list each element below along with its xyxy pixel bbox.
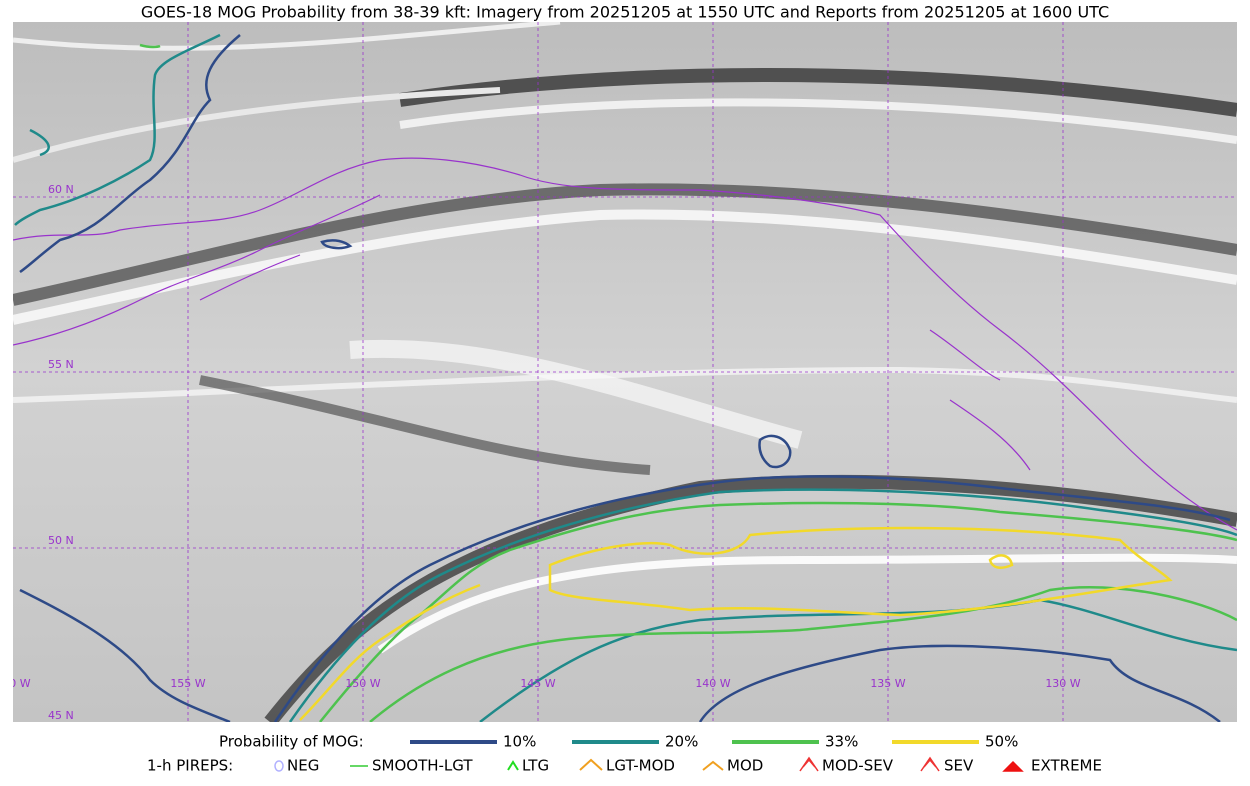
legend-label: SEV	[944, 757, 974, 775]
contour-0	[19, 588, 231, 722]
lat-label: 50 N	[48, 534, 74, 547]
legend-label: MOD	[727, 757, 763, 775]
contour-1	[288, 488, 1237, 722]
contour-1	[29, 128, 50, 157]
lon-label: 135 W	[870, 677, 905, 690]
legend-title: 1-h PIREPS:	[147, 757, 233, 775]
legend-label: SMOOTH-LGT	[372, 757, 473, 775]
lon-label: 155 W	[170, 677, 205, 690]
lon-label: 140 W	[695, 677, 730, 690]
pirep-symbols	[274, 756, 1024, 772]
contour-2	[369, 586, 1237, 722]
contour-0	[273, 475, 1231, 722]
contour-3	[548, 526, 1173, 617]
contour-0	[19, 34, 241, 274]
legend-label: EXTREME	[1031, 757, 1102, 775]
lon-label: 130 W	[1045, 677, 1080, 690]
lon-label: 150 W	[345, 677, 380, 690]
contour-0	[320, 239, 353, 250]
lat-label: 45 N	[48, 709, 74, 722]
contour-0	[698, 644, 1221, 722]
contour-2	[139, 43, 161, 49]
legend-label: LGT-MOD	[606, 757, 675, 775]
lat-label: 55 N	[48, 358, 74, 371]
legend-label: LTG	[522, 757, 549, 775]
title: GOES-18 MOG Probability from 38-39 kft: …	[141, 3, 1109, 22]
map: 60 N 55 N 50 N 45 N 160 W 155 W 150 W 145 W 140 …	[0, 22, 1237, 722]
contour-1	[14, 33, 221, 226]
lon-label: 145 W	[520, 677, 555, 690]
graticule	[13, 22, 1237, 722]
legend-label: 33%	[825, 733, 858, 751]
legend-label: 10%	[503, 733, 536, 751]
legend-label: NEG	[287, 757, 319, 775]
lat-label: 60 N	[48, 183, 74, 196]
contour-3	[988, 554, 1014, 569]
legend-title: Probability of MOG:	[219, 733, 364, 751]
legend-label: 20%	[665, 733, 698, 751]
contour-0	[758, 434, 792, 469]
legend-label: 50%	[985, 733, 1018, 751]
contours	[14, 33, 1237, 722]
legend-label: MOD-SEV	[822, 757, 894, 775]
coastlines	[13, 157, 1237, 531]
contour-3	[299, 583, 481, 721]
lon-label: 160 W	[0, 677, 31, 690]
legend: Probability of MOG: 1-h PIREPS: 10% 20% 33…	[147, 733, 1102, 775]
